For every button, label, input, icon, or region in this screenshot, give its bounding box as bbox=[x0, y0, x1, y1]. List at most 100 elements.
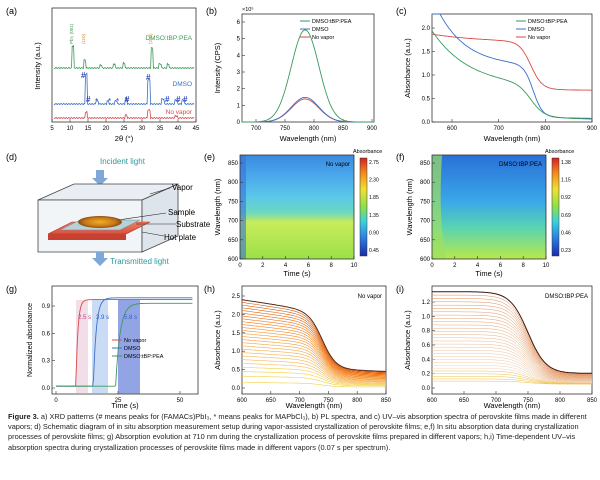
spectrum-curve bbox=[432, 321, 592, 378]
spectrum-curve bbox=[241, 327, 386, 377]
spectrum-curve bbox=[432, 370, 592, 384]
xrd-line-no-vapor bbox=[53, 108, 195, 120]
caption-label: Figure 3. bbox=[8, 412, 39, 421]
y-tick-label: 1.0 bbox=[422, 73, 431, 79]
spectrum-curve bbox=[432, 314, 592, 377]
panel-e-letter: (e) bbox=[204, 152, 215, 162]
colorbar-tick-label: 1.85 bbox=[369, 195, 379, 201]
y-tick-label: 0.0 bbox=[422, 120, 431, 126]
panel-g-legend: No vapor DMSO DMSO:tBP:PEA bbox=[112, 338, 164, 360]
spectrum-curve bbox=[241, 321, 387, 376]
legend-label: DMSO bbox=[528, 27, 545, 33]
x-tick-label: 750 bbox=[323, 398, 334, 404]
star-marker: * bbox=[116, 97, 119, 106]
x-tick-label: 900 bbox=[367, 126, 378, 132]
panel-g-xticks: 0 25 50 bbox=[54, 391, 184, 404]
substrate-label: Substrate bbox=[176, 220, 211, 229]
panel-g-ylabel: Normalized absorbance bbox=[27, 303, 34, 377]
x-tick-label: 20 bbox=[103, 126, 110, 132]
xrd-line-dmso bbox=[53, 72, 195, 106]
x-tick-label: 25 bbox=[121, 126, 128, 132]
y-tick-label: 1 bbox=[237, 103, 241, 109]
colorbar-tick-label: 0.46 bbox=[561, 230, 571, 236]
x-tick-label: 50 bbox=[177, 398, 184, 404]
x-tick-label: 850 bbox=[381, 398, 392, 404]
transmitted-light-label: Transmitted light bbox=[110, 257, 170, 266]
hash-marker: # bbox=[125, 95, 130, 104]
y-tick-label: 0.8 bbox=[422, 329, 431, 335]
hash-marker: # bbox=[176, 95, 181, 104]
legend-label: No vapor bbox=[124, 338, 146, 344]
spectrum-curve bbox=[432, 380, 592, 385]
spectrum-curve bbox=[432, 353, 592, 382]
panel-b-letter: (b) bbox=[206, 6, 217, 16]
spectrum-curve bbox=[241, 302, 386, 373]
spectrum-curve bbox=[241, 312, 387, 375]
sample-label: Sample bbox=[168, 208, 196, 217]
abs-line-dmso-tbp-pea bbox=[431, 30, 592, 120]
panel-f-frame bbox=[431, 154, 547, 260]
hash-marker: # bbox=[165, 95, 170, 104]
panel-b-ylabel: Intensity (CPS) bbox=[213, 42, 222, 93]
panel-b-exponent: ×10⁵ bbox=[242, 6, 254, 13]
incident-light-label: Incident light bbox=[100, 157, 146, 166]
xrd-star-markers: * * * bbox=[95, 97, 119, 106]
y-tick-label: 700 bbox=[228, 219, 239, 225]
vapor-label: Vapor bbox=[172, 183, 193, 192]
spectrum-curve bbox=[432, 365, 592, 383]
panel-f-xlabel: Time (s) bbox=[475, 269, 503, 278]
panel-i-yticks: 0.0 0.2 0.4 0.6 0.8 1.0 1.2 bbox=[422, 300, 435, 392]
panel-a-ylabel: Intensity (a.u.) bbox=[33, 42, 42, 90]
y-tick-label: 0.9 bbox=[42, 304, 51, 310]
y-tick-label: 800 bbox=[228, 180, 239, 186]
x-tick-label: 4 bbox=[476, 263, 480, 269]
panel-a-xticks: 5 10 15 20 25 30 35 40 45 bbox=[50, 119, 200, 132]
x-tick-label: 800 bbox=[555, 398, 566, 404]
hot-plate-edge bbox=[48, 234, 126, 240]
y-tick-label: 1.2 bbox=[422, 300, 431, 306]
star-marker: * bbox=[108, 97, 111, 106]
panel-f: (f) DMSO:tBP:PEA Wavelength (nm) Time (s… bbox=[396, 149, 574, 278]
colorbar-tick-label: 2.30 bbox=[369, 178, 379, 184]
xrd-hash-markers: # # # # # # # bbox=[81, 71, 188, 104]
x-tick-label: 45 bbox=[193, 126, 200, 132]
annotation-5-8s: 5.8 s bbox=[124, 315, 137, 321]
spectrum-curve bbox=[241, 348, 386, 382]
panel-f-letter: (f) bbox=[396, 152, 405, 162]
hash-marker: # bbox=[183, 95, 188, 104]
xrd-peak-label-220: (220) bbox=[148, 33, 153, 44]
spectrum-curve bbox=[241, 352, 387, 382]
y-tick-label: 0.0 bbox=[422, 386, 431, 392]
panel-h-letter: (h) bbox=[204, 284, 215, 294]
hot-plate-label: Hot plate bbox=[164, 233, 197, 242]
x-tick-label: 2 bbox=[453, 263, 457, 269]
spectrum-curve bbox=[432, 378, 592, 385]
colorbar-tick-label: 0.23 bbox=[561, 248, 571, 254]
y-tick-label: 0.5 bbox=[232, 368, 241, 374]
panel-c-ylabel: Absorbance (a.u.) bbox=[403, 38, 412, 98]
y-tick-label: 0.5 bbox=[422, 97, 431, 103]
heatmap-e-edge bbox=[240, 155, 246, 259]
panel-e-frame bbox=[239, 154, 355, 260]
spectrum-curve bbox=[241, 339, 386, 380]
x-tick-label: 0 bbox=[54, 398, 58, 404]
caption-text: a) XRD patterns (# means peaks for (FAMA… bbox=[8, 412, 587, 452]
panel-i-curves bbox=[432, 291, 593, 385]
y-tick-label: 1.5 bbox=[422, 50, 431, 56]
xrd-label-dmso-tbp-pea: DMSO:tBP:PEA bbox=[145, 35, 192, 42]
spectrum-curve bbox=[432, 367, 592, 383]
y-tick-label: 850 bbox=[420, 161, 431, 167]
colorbar-f-ticks: 1.38 1.15 0.92 0.69 0.46 0.23 bbox=[561, 160, 571, 254]
panel-e-xlabel: Time (s) bbox=[283, 269, 311, 278]
spectrum-curve bbox=[432, 356, 592, 382]
x-tick-label: 800 bbox=[309, 126, 320, 132]
spectrum-curve bbox=[432, 311, 592, 377]
spectrum-curve bbox=[432, 308, 592, 376]
panel-i-letter: (i) bbox=[396, 284, 404, 294]
spectrum-curve bbox=[241, 333, 387, 379]
annotation-3-9s: 3.9 s bbox=[96, 315, 109, 321]
colorbar-tick-label: 0.90 bbox=[369, 230, 379, 236]
colorbar-e bbox=[359, 157, 368, 257]
y-tick-label: 800 bbox=[420, 180, 431, 186]
spectrum-curve bbox=[432, 298, 592, 375]
